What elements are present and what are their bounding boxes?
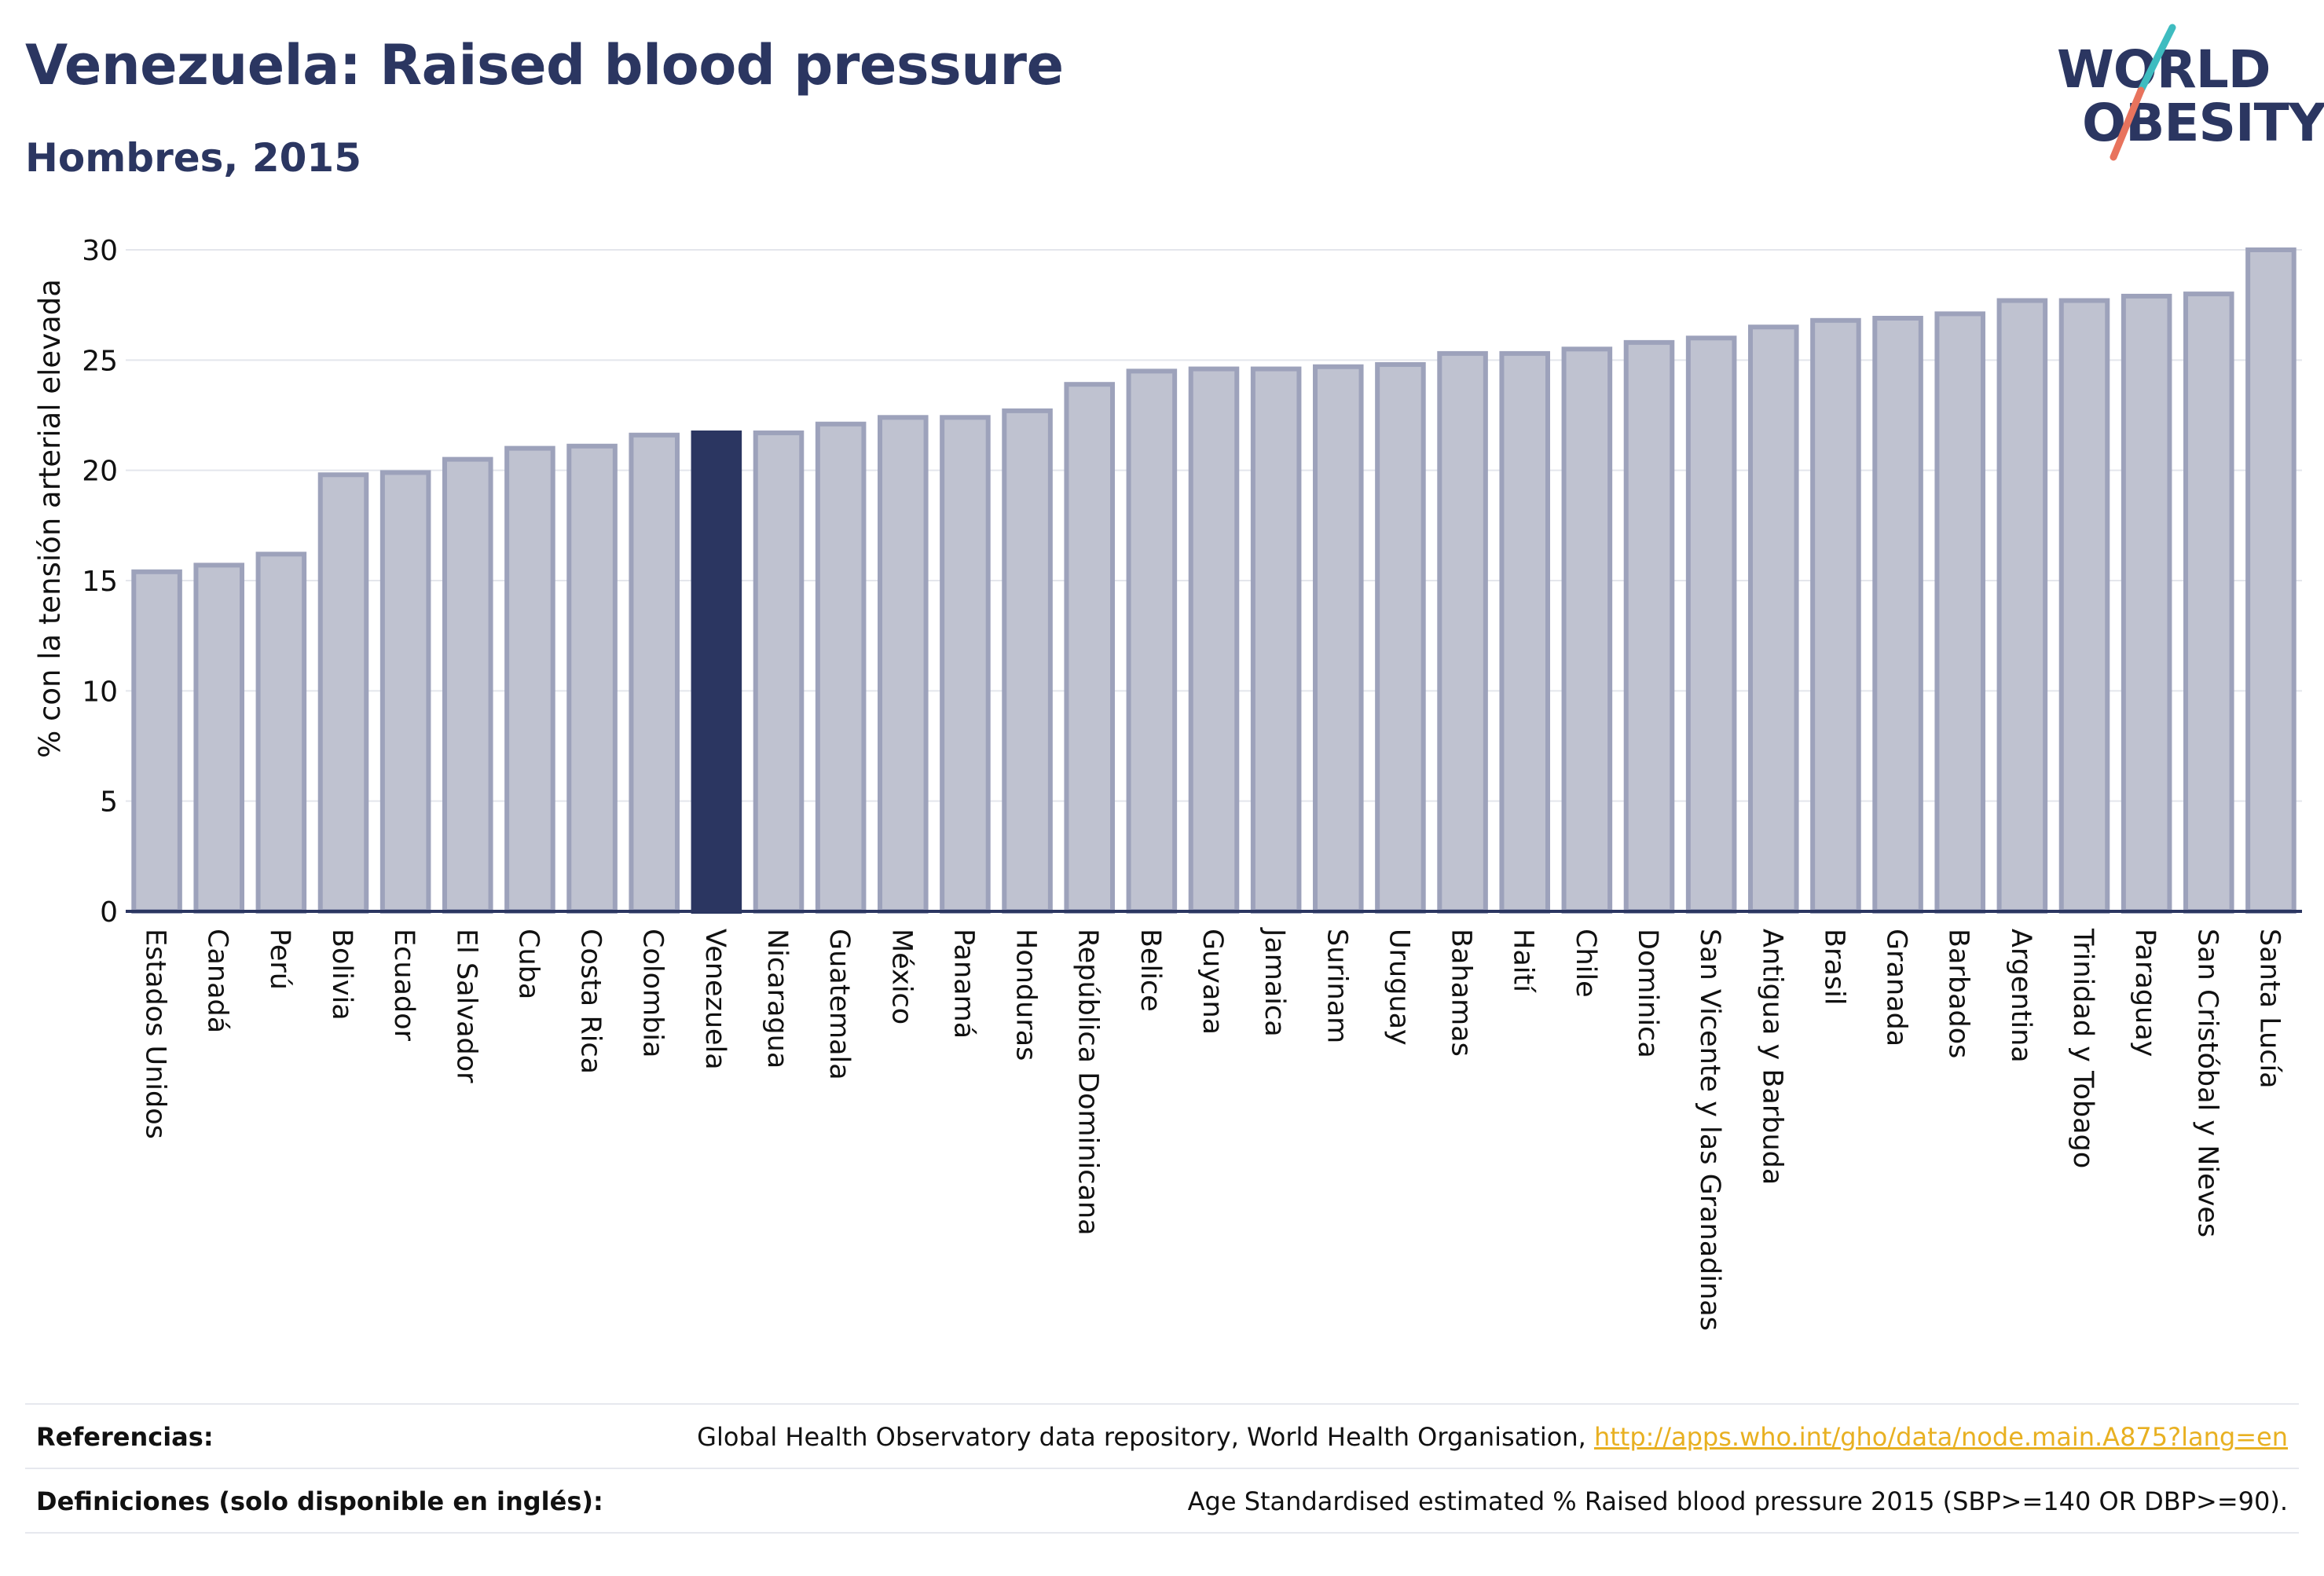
x-tick-label: República Dominicana xyxy=(1072,929,1104,1236)
bar xyxy=(379,470,431,914)
y-tick-label: 20 xyxy=(82,456,118,488)
references-link[interactable]: http://apps.who.int/gho/data/node.main.A… xyxy=(1593,1422,2288,1452)
logo-slash-icon xyxy=(2110,24,2176,161)
bar xyxy=(1126,368,1178,914)
bar xyxy=(1375,361,1426,914)
x-tick-label: Guatemala xyxy=(823,929,855,1080)
bar xyxy=(1250,366,1302,914)
x-tick-label: Barbados xyxy=(1943,929,1974,1058)
bar-chart: 0 5 10 15 20 25 30 Estados Unidos Canadá Perú Bol… xyxy=(33,235,2302,1331)
bar xyxy=(1934,311,1985,914)
x-tick-label: Belice xyxy=(1135,929,1166,1012)
bars xyxy=(126,247,2302,914)
x-tick-label: San Cristóbal y Nieves xyxy=(2191,929,2223,1237)
bar xyxy=(1623,339,1675,914)
bar xyxy=(1313,364,1364,914)
x-tick-label: Trinidad y Tobago xyxy=(2067,928,2099,1168)
x-tick-label: Brasil xyxy=(1818,929,1849,1006)
references-row: Referencias: Global Health Observatory d… xyxy=(25,1403,2299,1469)
bar xyxy=(1002,408,1053,914)
bar xyxy=(131,569,182,914)
bar xyxy=(1872,316,1923,914)
bar xyxy=(2058,298,2110,914)
x-tick-label: Surinam xyxy=(1321,929,1352,1043)
x-tick-label: Paraguay xyxy=(2129,929,2161,1057)
x-tick-label: Bahamas xyxy=(1446,929,1477,1057)
y-tick-label: 30 xyxy=(82,235,118,267)
x-tick-label: El Salvador xyxy=(450,929,482,1083)
bar xyxy=(1437,350,1488,914)
x-tick-label: Jamaica xyxy=(1259,927,1290,1037)
bar xyxy=(442,456,493,914)
y-tick-label: 10 xyxy=(82,676,118,708)
bar xyxy=(753,430,805,914)
x-tick-label: Uruguay xyxy=(1383,929,1414,1046)
bar xyxy=(940,415,991,914)
x-tick-label: Honduras xyxy=(1010,929,1042,1061)
x-tick-label: México xyxy=(885,929,917,1024)
y-tick-label: 5 xyxy=(100,786,118,819)
y-tick-label: 0 xyxy=(100,896,118,929)
footer-divider xyxy=(25,1532,2299,1534)
y-axis-label: % con la tensión arterial elevada xyxy=(33,279,67,758)
definitions-label: Definiciones (solo disponible en inglés)… xyxy=(36,1486,603,1516)
x-tick-label: Panamá xyxy=(948,929,979,1039)
y-axis-ticks: 0 5 10 15 20 25 30 xyxy=(82,235,118,929)
x-tick-label: Haití xyxy=(1508,929,1539,993)
x-tick-label: Guyana xyxy=(1197,929,1228,1035)
bar xyxy=(317,472,369,914)
x-tick-label: Costa Rica xyxy=(575,929,607,1074)
x-tick-label: Chile xyxy=(1570,929,1601,998)
x-tick-label: Granada xyxy=(1881,929,1912,1046)
x-tick-label: Cuba xyxy=(512,929,544,999)
bar xyxy=(566,443,618,914)
bar xyxy=(1188,366,1240,914)
bar xyxy=(1685,335,1737,914)
y-tick-label: 25 xyxy=(82,345,118,377)
bar xyxy=(504,445,555,914)
bar xyxy=(815,421,867,914)
x-tick-label: Dominica xyxy=(1632,929,1663,1058)
references-text: Global Health Observatory data repositor… xyxy=(697,1422,1594,1452)
bar xyxy=(193,563,244,914)
bar xyxy=(2183,291,2234,914)
y-tick-label: 15 xyxy=(82,566,118,598)
bar xyxy=(1499,350,1550,914)
bar xyxy=(255,552,307,914)
bar xyxy=(1996,298,2048,914)
x-tick-label: Estados Unidos xyxy=(140,929,171,1139)
definitions-value: Age Standardised estimated % Raised bloo… xyxy=(1187,1486,2288,1516)
x-tick-label: Nicaragua xyxy=(761,929,793,1068)
x-axis-labels: Estados Unidos Canadá Perú Bolivia Ecuador El… xyxy=(140,927,2286,1331)
chart-subtitle: Hombres, 2015 xyxy=(25,135,361,181)
x-tick-label: Venezuela xyxy=(699,929,731,1070)
x-tick-label: Ecuador xyxy=(388,929,420,1042)
references-value: Global Health Observatory data repositor… xyxy=(697,1422,2288,1452)
references-label: Referencias: xyxy=(36,1422,214,1452)
x-tick-label: Bolivia xyxy=(326,929,357,1021)
bar xyxy=(629,432,680,914)
bar xyxy=(1561,346,1613,914)
x-tick-label: Argentina xyxy=(2005,929,2036,1063)
x-tick-label: Colombia xyxy=(637,929,669,1057)
bar xyxy=(1810,317,1861,914)
bar xyxy=(1064,382,1115,914)
bar-highlight xyxy=(691,430,742,914)
bar xyxy=(2121,293,2172,914)
definitions-row: Definiciones (solo disponible en inglés)… xyxy=(25,1468,2299,1534)
bar xyxy=(878,415,929,914)
bar xyxy=(1748,324,1799,914)
x-tick-label: Perú xyxy=(264,929,295,990)
x-tick-label: Santa Lucía xyxy=(2253,929,2285,1089)
x-tick-label: Antigua y Barbuda xyxy=(1756,929,1787,1185)
world-obesity-logo: WORLD OBESITY xyxy=(2043,24,2324,165)
chart-title: Venezuela: Raised blood pressure xyxy=(25,33,1064,97)
x-tick-label: San Vicente y las Granadinas xyxy=(1694,929,1725,1331)
bar xyxy=(2245,247,2297,914)
x-tick-label: Canadá xyxy=(202,929,233,1033)
